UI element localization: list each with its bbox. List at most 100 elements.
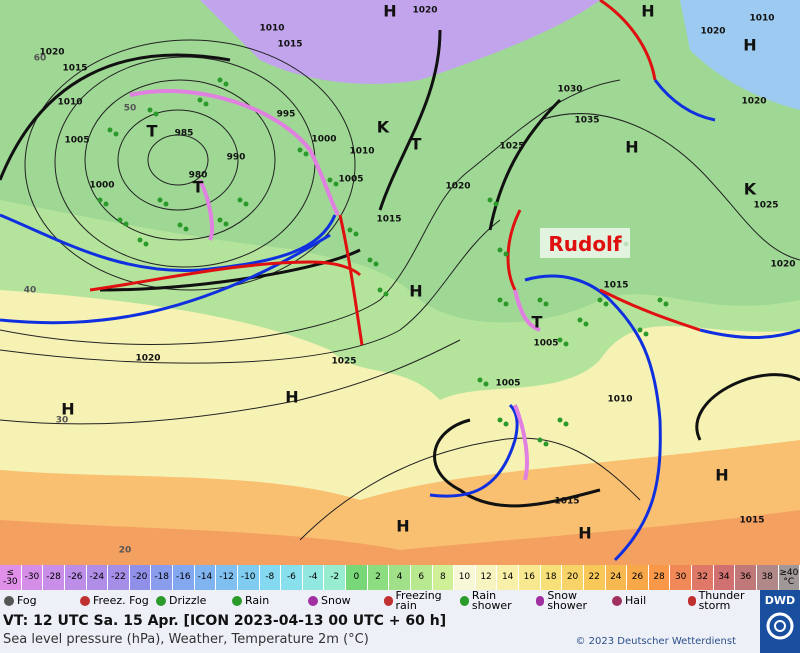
weather-dot	[643, 331, 649, 337]
scale-cell: 36	[735, 565, 757, 590]
weather-dot	[327, 177, 333, 183]
weather-dot	[487, 197, 493, 203]
pressure-center: H	[396, 517, 409, 536]
weather-dot	[503, 301, 509, 307]
scale-cell: 16	[519, 565, 541, 590]
logo: DWD	[760, 590, 800, 653]
legend-item: Fog	[0, 590, 76, 612]
pressure-center: H	[409, 282, 422, 301]
weather-dot	[217, 217, 223, 223]
isobar-label: 1010	[749, 14, 774, 24]
isobar-label: 1015	[62, 64, 87, 74]
pressure-center: H	[625, 138, 638, 157]
scale-cell: 18	[540, 565, 563, 590]
front-name-box	[540, 228, 630, 258]
scale-cell: -30	[21, 565, 44, 590]
weather-dot	[163, 201, 169, 207]
legend-icon	[308, 596, 318, 606]
isobar-label: 1025	[331, 357, 356, 367]
scale-cell: 32	[692, 565, 714, 590]
weather-dot	[497, 297, 503, 303]
legend-label: Rain shower	[471, 589, 512, 612]
legend-icon	[156, 596, 166, 606]
weather-dot	[157, 197, 163, 203]
scale-cell: -6	[281, 565, 303, 590]
isobar-label: 1010	[607, 395, 632, 405]
isobar-label: 1000	[311, 135, 336, 145]
weather-dot	[493, 201, 499, 207]
scale-cell: -16	[173, 565, 195, 590]
isobar-label: 985	[175, 129, 194, 139]
legend-label: Thunder storm	[698, 589, 745, 612]
weather-dot	[377, 287, 383, 293]
isobar-label: 995	[277, 110, 296, 120]
copyright: © 2023 Deutscher Wetterdienst	[575, 636, 736, 647]
weather-dot	[153, 111, 159, 117]
isobar-label: 1015	[554, 497, 579, 507]
isobar-label: 1015	[603, 281, 628, 291]
isobar-label: 1000	[89, 181, 114, 191]
weather-dot	[297, 147, 303, 153]
isobars	[0, 39, 800, 541]
valid-time: VT: 12 UTC Sa. 15 Apr. [ICON 2023-04-13 …	[3, 613, 447, 629]
weather-dot	[367, 257, 373, 263]
subtitle: Sea level pressure (hPa), Weather, Tempe…	[3, 632, 369, 647]
isobar-label: 1020	[770, 260, 795, 270]
scale-cell: -2	[324, 565, 346, 590]
weather-dot	[123, 221, 129, 227]
scale-cell: -14	[194, 565, 217, 590]
weather-dot	[563, 341, 569, 347]
isobar-label: 980	[189, 171, 208, 181]
temperature-scale: ≤ -30 -30 -28 -26 -24 -22 -20 -18 -16 -14 -12 -10 -8…	[0, 565, 800, 590]
weather-dot	[137, 237, 143, 243]
scale-cell: 22	[583, 565, 606, 590]
pressure-center: K	[744, 180, 757, 199]
weather-dot	[383, 291, 389, 297]
scale-cell: 6	[410, 565, 433, 590]
weather-dot	[583, 321, 589, 327]
weather-dot	[107, 127, 113, 133]
pressure-center: H	[61, 400, 74, 419]
weather-dot	[97, 197, 103, 203]
cold-region	[200, 0, 600, 84]
weather-dot	[477, 377, 483, 383]
legend-icon	[384, 596, 393, 606]
isobar-label: 1005	[338, 175, 363, 185]
weather-dot	[347, 227, 353, 233]
latitude-label: 20	[119, 546, 132, 556]
isobar-label: 1020	[412, 6, 437, 16]
isobar-label: 1010	[259, 24, 284, 34]
scale-cell: -28	[43, 565, 65, 590]
legend-item: Rain	[228, 590, 304, 612]
weather-dot	[557, 417, 563, 423]
legend-icon	[460, 596, 469, 606]
legend-item: Rain shower	[456, 590, 532, 612]
isobar-label: 1005	[533, 339, 558, 349]
weather-dot	[177, 222, 183, 228]
legend-icon	[4, 596, 14, 606]
scale-cell: -20	[129, 565, 152, 590]
isobar-label: 1025	[499, 142, 524, 152]
weather-dot	[353, 231, 359, 237]
fronts	[0, 0, 800, 562]
isobar-label: 1020	[39, 48, 64, 58]
legend-icon	[612, 596, 622, 606]
scale-cell: -26	[64, 565, 87, 590]
weather-dot	[537, 437, 543, 443]
isobar-label: 1005	[495, 379, 520, 389]
legend-item: Hail	[608, 590, 684, 612]
scale-cell: 30	[670, 565, 692, 590]
weather-dot	[203, 101, 209, 107]
weather-dot	[503, 421, 509, 427]
scale-cell: 4	[389, 565, 411, 590]
pressure-center: H	[383, 2, 396, 21]
weather-legend: Fog Freez. Fog Drizzle Rain Snow Freezing rai…	[0, 590, 760, 612]
weather-dot	[637, 327, 643, 333]
isobar-label: 1010	[57, 98, 82, 108]
isobar-label: 1035	[574, 116, 599, 126]
scale-cell: 10	[454, 565, 476, 590]
legend-label: Snow shower	[547, 589, 588, 612]
weather-dot	[497, 417, 503, 423]
isobar-label: 1020	[741, 97, 766, 107]
logo-text: DWD	[764, 594, 796, 607]
